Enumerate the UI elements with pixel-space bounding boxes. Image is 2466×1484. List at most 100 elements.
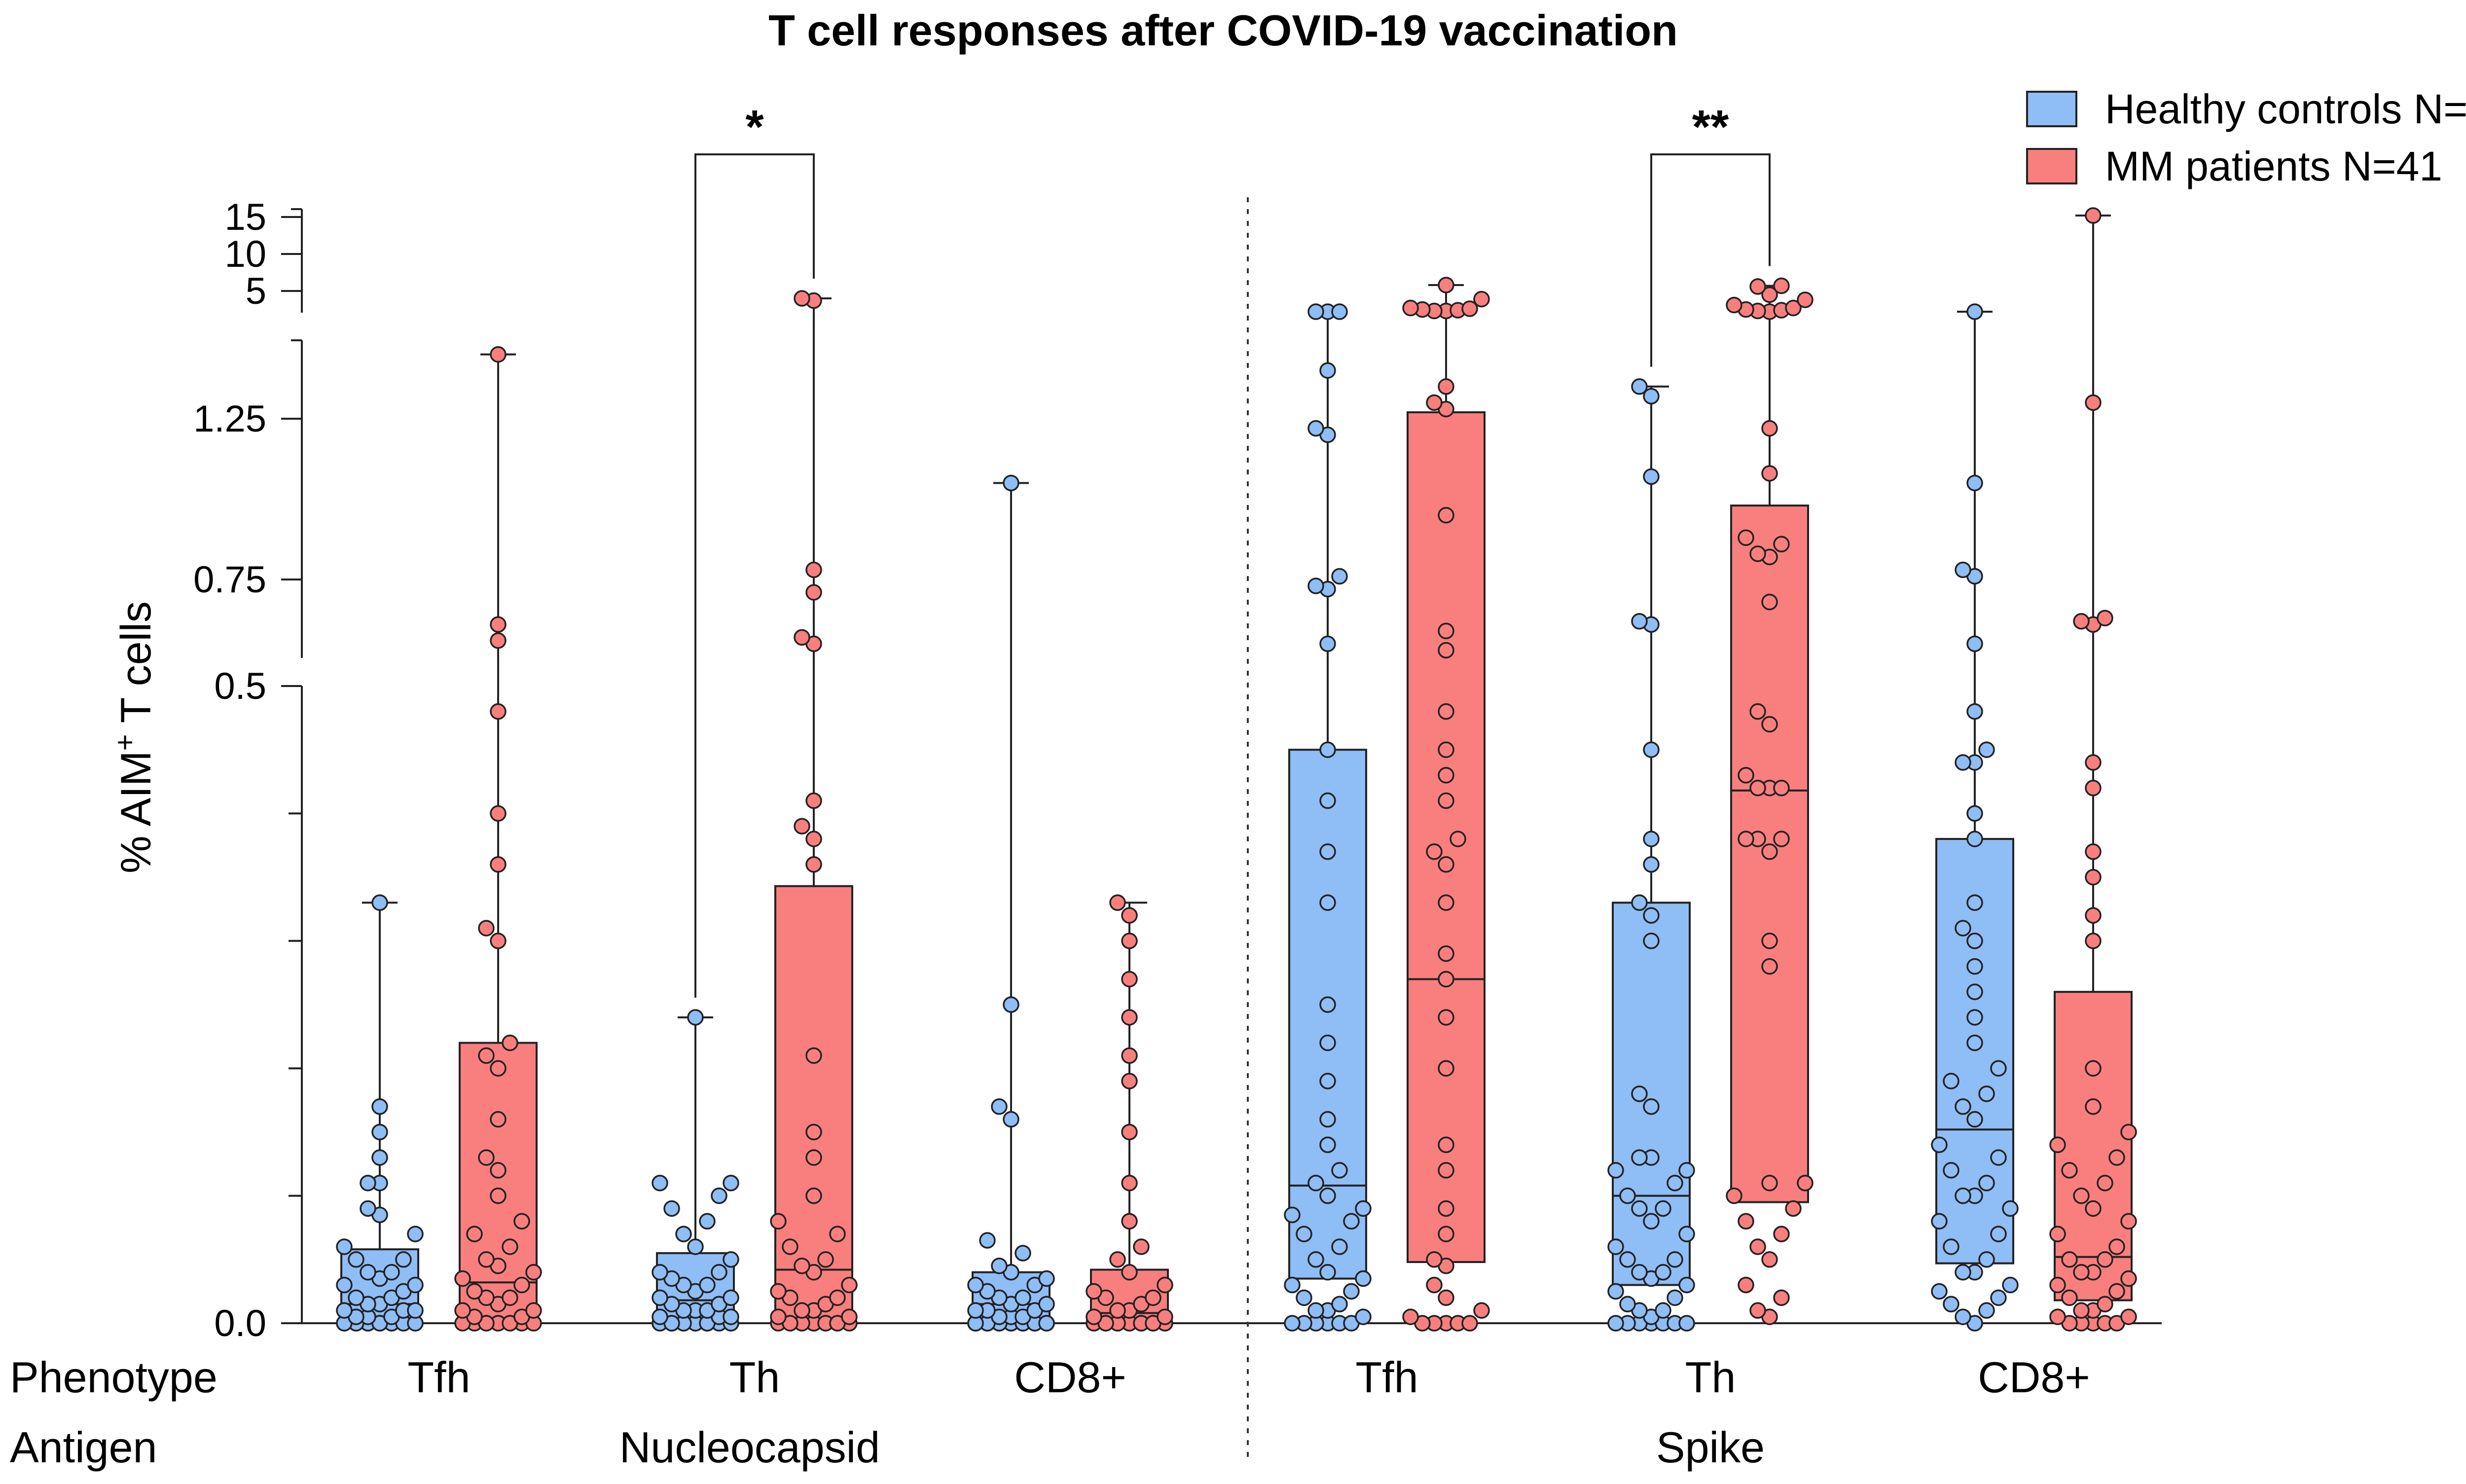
- healthy-point: [360, 1175, 376, 1192]
- mm-point: [1438, 378, 1454, 395]
- healthy-point: [1607, 1315, 1624, 1332]
- mm-point: [770, 1308, 787, 1325]
- healthy-point: [2002, 1276, 2019, 1294]
- mm-point: [1773, 1289, 1790, 1306]
- mm-point: [2085, 207, 2102, 224]
- mm-point: [1761, 286, 1778, 303]
- healthy-point: [1319, 894, 1336, 911]
- mm-point: [1773, 779, 1790, 796]
- healthy-point: [723, 1175, 739, 1192]
- mm-point: [1773, 831, 1790, 847]
- healthy-point: [336, 1302, 353, 1319]
- y-tick-label: 5: [246, 270, 266, 312]
- healthy-point: [1643, 856, 1660, 873]
- mm-point: [1797, 1175, 1813, 1192]
- mm-point: [1761, 465, 1778, 482]
- mm-point: [478, 1149, 495, 1166]
- mm-point: [490, 632, 507, 649]
- mm-point: [490, 805, 507, 822]
- healthy-point: [1966, 1111, 1983, 1128]
- healthy-point: [1678, 1226, 1695, 1242]
- healthy-point: [1943, 1296, 1959, 1312]
- healthy-point: [348, 1251, 364, 1268]
- legend-swatch-mm: [2026, 148, 2077, 184]
- mm-point: [829, 1289, 846, 1306]
- healthy-point: [699, 1213, 716, 1230]
- mm-point: [1438, 792, 1454, 809]
- healthy-point: [1978, 1302, 1995, 1319]
- healthy-point: [1015, 1245, 1031, 1262]
- healthy-point: [1955, 1098, 1971, 1115]
- mm-point: [805, 856, 822, 873]
- mm-point: [1761, 843, 1778, 860]
- healthy-point: [1355, 1308, 1372, 1325]
- legend-label-mm: MM patients N=41: [2105, 143, 2442, 189]
- healthy-point: [1307, 1175, 1324, 1192]
- mm-point: [2073, 1302, 2090, 1319]
- healthy-point: [699, 1276, 716, 1294]
- mm-point: [1426, 1276, 1443, 1294]
- healthy-point: [652, 1264, 668, 1281]
- healthy-point: [1643, 741, 1660, 758]
- healthy-point: [1343, 1213, 1360, 1230]
- mm-point: [2085, 907, 2102, 924]
- mm-point: [2097, 1296, 2113, 1312]
- mm-point: [1726, 296, 1742, 314]
- healthy-point: [1319, 635, 1336, 652]
- mm-box: [459, 1042, 538, 1324]
- healthy-point: [2002, 1200, 2019, 1217]
- healthy-point: [1966, 894, 1983, 911]
- healthy-point: [967, 1302, 984, 1319]
- mm-point: [478, 1047, 495, 1064]
- healthy-point: [1678, 1276, 1695, 1294]
- mm-point: [2097, 1175, 2113, 1192]
- healthy-point: [371, 1123, 388, 1141]
- mm-point: [805, 561, 822, 579]
- mm-point: [1121, 1073, 1138, 1089]
- mm-point: [1438, 1136, 1454, 1153]
- mm-point: [2120, 1308, 2137, 1325]
- healthy-point: [1943, 1238, 1959, 1255]
- mm-point: [1121, 1047, 1138, 1064]
- mm-point: [2085, 1098, 2102, 1115]
- healthy-point: [336, 1276, 353, 1294]
- healthy-point: [967, 1276, 984, 1294]
- healthy-point: [1667, 1251, 1683, 1268]
- healthy-point: [1643, 933, 1660, 949]
- mm-point: [1438, 894, 1454, 911]
- healthy-point: [1655, 1302, 1671, 1319]
- mm-point: [454, 1302, 471, 1319]
- healthy-point: [1966, 303, 1983, 320]
- healthy-point: [1643, 1098, 1660, 1115]
- mm-point: [1761, 1251, 1778, 1268]
- mm-point: [1773, 536, 1790, 553]
- mm-point: [1086, 1308, 1102, 1325]
- mm-point: [2108, 1149, 2125, 1166]
- mm-point: [1157, 1276, 1173, 1294]
- mm-point: [502, 1238, 518, 1255]
- healthy-point: [1678, 1162, 1695, 1179]
- mm-point: [805, 1123, 822, 1141]
- mm-point: [1438, 856, 1454, 873]
- healthy-point: [1607, 1238, 1624, 1255]
- healthy-point: [1631, 613, 1648, 630]
- healthy-point: [1619, 1187, 1636, 1204]
- healthy-point: [723, 1308, 739, 1325]
- healthy-point: [1667, 1175, 1683, 1192]
- mm-point: [1426, 1251, 1443, 1268]
- mm-point: [794, 1302, 810, 1319]
- mm-point: [1726, 1187, 1742, 1204]
- mm-point: [1761, 958, 1778, 975]
- mm-point: [1402, 299, 1419, 317]
- healthy-point: [1978, 1175, 1995, 1192]
- mm-point: [1738, 767, 1754, 784]
- phenotype-label-th: Th: [1685, 1353, 1736, 1402]
- mm-point: [2085, 1060, 2102, 1077]
- healthy-point: [1931, 1283, 1948, 1300]
- healthy-point: [1955, 561, 1971, 579]
- healthy-point: [1319, 1034, 1336, 1051]
- healthy-point: [1978, 1251, 1995, 1268]
- healthy-point: [348, 1289, 364, 1306]
- mm-point: [2049, 1276, 2066, 1294]
- healthy-point: [1955, 920, 1971, 937]
